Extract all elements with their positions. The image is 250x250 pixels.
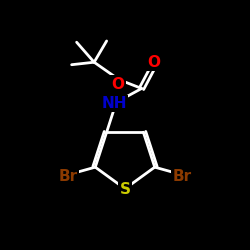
- Text: O: O: [112, 77, 124, 92]
- Text: O: O: [148, 55, 161, 70]
- Text: Br: Br: [172, 169, 191, 184]
- Text: Br: Br: [59, 169, 78, 184]
- Text: S: S: [120, 182, 130, 198]
- Text: NH: NH: [102, 96, 127, 111]
